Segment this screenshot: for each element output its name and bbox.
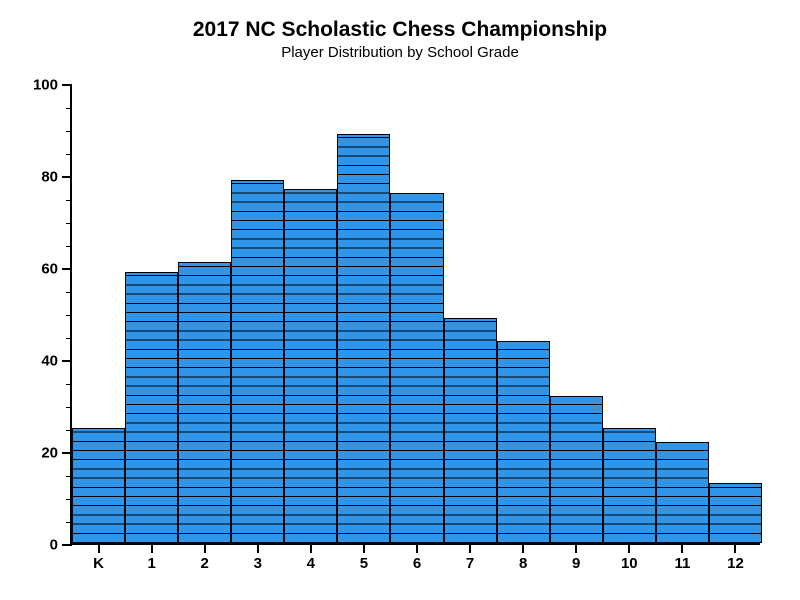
bar (709, 483, 762, 543)
ytick-label: 0 (50, 537, 58, 554)
xtick (628, 543, 630, 553)
ytick-minor (66, 108, 72, 109)
xtick (310, 543, 312, 553)
xtick-label: 7 (466, 555, 474, 572)
ytick (62, 544, 72, 546)
bar (125, 272, 178, 543)
bar (603, 428, 656, 543)
xtick-label: 5 (360, 555, 368, 572)
xtick-label: 8 (519, 555, 527, 572)
xtick-label: 9 (572, 555, 580, 572)
ytick-minor (66, 407, 72, 408)
ytick-minor (66, 246, 72, 247)
ytick (62, 84, 72, 86)
plot-area: 020406080100K123456789101112 (70, 85, 760, 545)
bar (390, 193, 443, 543)
xtick (257, 543, 259, 553)
xtick (734, 543, 736, 553)
chart-title: 2017 NC Scholastic Chess Championship (0, 18, 800, 42)
ytick-minor (66, 338, 72, 339)
ytick-minor (66, 200, 72, 201)
xtick (151, 543, 153, 553)
bar (656, 442, 709, 543)
ytick-label: 60 (41, 261, 58, 278)
xtick (681, 543, 683, 553)
ytick-minor (66, 223, 72, 224)
xtick-label: 1 (147, 555, 155, 572)
ytick (62, 452, 72, 454)
ytick-minor (66, 384, 72, 385)
ytick-label: 20 (41, 445, 58, 462)
xtick (469, 543, 471, 553)
ytick-minor (66, 315, 72, 316)
xtick-label: 10 (621, 555, 638, 572)
bar (337, 134, 390, 543)
xtick-label: 11 (674, 555, 690, 572)
bar (550, 396, 603, 543)
ytick-minor (66, 292, 72, 293)
ytick-minor (66, 154, 72, 155)
xtick (363, 543, 365, 553)
bar (284, 189, 337, 543)
xtick-label: 6 (413, 555, 421, 572)
ytick-minor (66, 131, 72, 132)
ytick-label: 40 (41, 353, 58, 370)
xtick (575, 543, 577, 553)
bar (444, 318, 497, 543)
xtick-label: 12 (727, 555, 744, 572)
ytick (62, 360, 72, 362)
bar (231, 180, 284, 543)
chart-subtitle: Player Distribution by School Grade (0, 44, 800, 61)
xtick (98, 543, 100, 553)
xtick (204, 543, 206, 553)
xtick-label: K (93, 555, 104, 572)
ytick (62, 176, 72, 178)
xtick-label: 3 (254, 555, 262, 572)
xtick (416, 543, 418, 553)
bar (497, 341, 550, 543)
ytick-label: 100 (33, 77, 58, 94)
xtick-label: 4 (307, 555, 315, 572)
bar (178, 262, 231, 543)
ytick (62, 268, 72, 270)
xtick (522, 543, 524, 553)
bar (72, 428, 125, 543)
xtick-label: 2 (201, 555, 209, 572)
ytick-label: 80 (41, 169, 58, 186)
